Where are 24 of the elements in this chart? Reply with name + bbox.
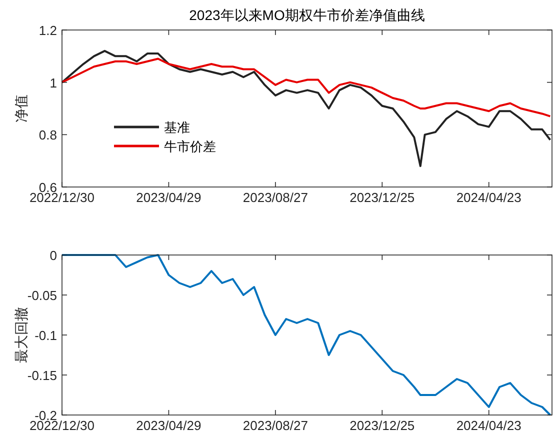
x-tick-label: 2024/04/23 (456, 190, 522, 205)
legend-item: 基准 (114, 120, 190, 135)
y-tick-label: -0.15 (27, 368, 57, 383)
line-series (61, 58, 552, 118)
y-tick-label: -0.1 (34, 328, 57, 343)
x-tick-label: 2023/12/25 (350, 418, 415, 433)
legend-label: 基准 (164, 120, 190, 135)
y-axis-title: 净值 (13, 94, 29, 122)
x-tick-label: 2023/12/25 (350, 190, 415, 205)
chart-title: 2023年以来MO期权牛市价差净值曲线 (189, 7, 425, 23)
y-tick-label: 1 (50, 75, 57, 90)
line-series (61, 254, 552, 416)
y-tick-label: 0.8 (38, 128, 57, 143)
legend-item: 牛市价差 (114, 139, 216, 154)
legend-label: 牛市价差 (164, 139, 216, 154)
x-tick-label: 2023/08/27 (242, 418, 308, 433)
y-tick-label: 0 (50, 248, 57, 263)
x-tick-label: 2023/04/29 (136, 418, 202, 433)
y-axis-title: 最大回撤 (13, 307, 29, 363)
y-tick-label: 1.2 (38, 23, 57, 38)
y-tick-label: -0.05 (27, 288, 57, 303)
x-tick-label: 2023/08/27 (242, 190, 308, 205)
x-tick-label: 2024/04/23 (456, 418, 522, 433)
x-tick-label: 2023/04/29 (136, 190, 202, 205)
